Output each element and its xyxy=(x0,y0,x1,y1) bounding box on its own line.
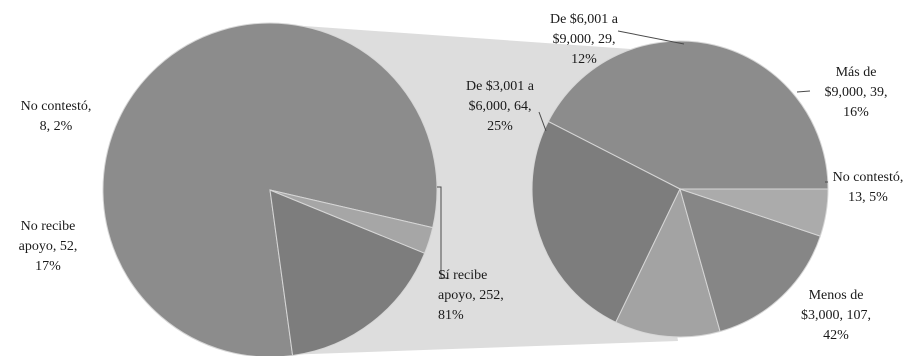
label-line: No contestó, xyxy=(833,170,904,185)
pie2-leader-3 xyxy=(796,90,811,93)
label-line: $6,000, 64, xyxy=(469,99,532,114)
label-line: 17% xyxy=(35,259,61,274)
label-line: $9,000, 29, xyxy=(553,32,616,47)
secondary-pie xyxy=(531,40,829,338)
label-line: apoyo, 252, xyxy=(438,288,504,303)
pie1-leader-0 xyxy=(437,186,448,279)
label-line: 8, 2% xyxy=(40,119,73,134)
label-line: De $6,001 a xyxy=(550,12,619,27)
pie2-slice-4 xyxy=(679,188,829,237)
label-line: De $3,001 a xyxy=(466,79,535,94)
label-line: Más de xyxy=(836,65,877,80)
label-line: Sí recibe xyxy=(438,268,487,283)
pie1-slice-2 xyxy=(269,189,434,254)
pie2-slice-label-2: De $6,001 a $9,000, 29, 12% xyxy=(550,12,619,67)
pie2-leader-1 xyxy=(538,111,547,132)
pie1-slice-label-0: Sí recibe apoyo, 252, 81% xyxy=(438,268,504,323)
pie2-slice-label-1: De $3,001 a $6,000, 64, 25% xyxy=(466,79,535,134)
label-line: No recibe xyxy=(21,219,76,234)
label-line: No contestó, xyxy=(21,99,92,114)
pie2-slice-label-3: Más de $9,000, 39, 16% xyxy=(825,65,888,120)
label-line: 25% xyxy=(487,119,513,134)
pie2-slice-label-4: No contestó, 13, 5% xyxy=(833,170,904,205)
pie1-slice-label-1: No recibe apoyo, 52, 17% xyxy=(19,219,78,274)
label-line: 42% xyxy=(823,328,849,343)
pie2-slice-1 xyxy=(531,120,681,323)
label-line: 81% xyxy=(438,308,464,323)
pie2-slice-0 xyxy=(547,40,829,190)
pie2-slice-2 xyxy=(615,187,721,338)
leader-lines xyxy=(437,30,828,279)
label-line: Menos de xyxy=(809,288,864,303)
label-line: apoyo, 52, xyxy=(19,239,78,254)
data-labels: Sí recibe apoyo, 252, 81% No recibe apoyo, 5… xyxy=(19,12,904,343)
pie2-leader-2 xyxy=(617,30,685,45)
label-line: 12% xyxy=(571,52,597,67)
label-line: 16% xyxy=(843,105,869,120)
main-pie xyxy=(102,22,438,356)
pie2-slice-label-0: Menos de $3,000, 107, 42% xyxy=(801,288,871,343)
label-line: $3,000, 107, xyxy=(801,308,871,323)
pie1-slice-label-2: No contestó, 8, 2% xyxy=(21,99,92,134)
label-line: 13, 5% xyxy=(848,190,888,205)
label-line: $9,000, 39, xyxy=(825,85,888,100)
pie1-slice-1 xyxy=(269,189,426,356)
